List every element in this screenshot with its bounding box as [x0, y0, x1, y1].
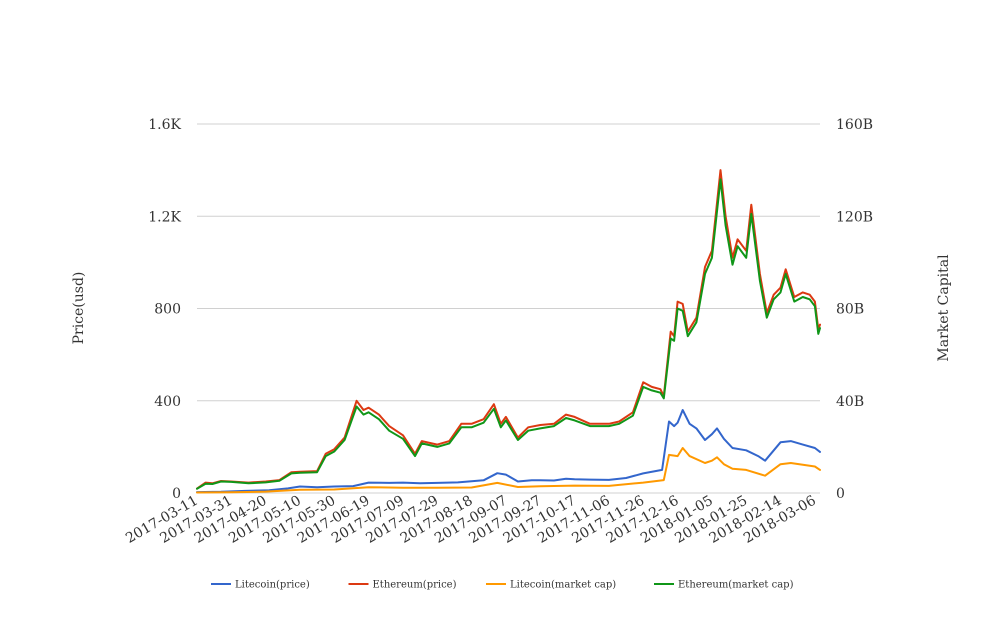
- legend: Litecoin(price) Ethereum(price) Litecoin(m…: [211, 580, 794, 591]
- gridlines: [197, 123, 820, 494]
- right-y-axis: 0 40B 80B 120B 160B: [836, 117, 873, 502]
- y-tick-label: 400: [154, 394, 181, 410]
- y2-tick-label: 80B: [836, 302, 864, 318]
- legend-label: Ethereum(market cap): [678, 580, 794, 591]
- y2-tick-label: 120B: [836, 209, 873, 225]
- series-line: [196, 447, 821, 494]
- series-line: [196, 409, 821, 494]
- y-tick-label: 800: [154, 302, 181, 318]
- series-lines: [196, 169, 821, 494]
- left-axis-title: Price(usd): [71, 272, 87, 345]
- y2-tick-label: 160B: [836, 117, 873, 133]
- legend-label: Ethereum(price): [373, 580, 457, 591]
- y-tick-label: 1.6K: [148, 117, 181, 133]
- legend-label: Litecoin(market cap): [510, 580, 616, 591]
- left-y-axis: 0 400 800 1.2K 1.6K: [148, 117, 181, 502]
- right-axis-title: Market Capital: [936, 254, 952, 362]
- y2-tick-label: 0: [836, 486, 845, 502]
- y2-tick-label: 40B: [836, 394, 864, 410]
- y-tick-label: 0: [172, 486, 181, 502]
- x-axis: 2017-03-112017-03-312017-04-202017-05-10…: [123, 493, 819, 547]
- y-tick-label: 1.2K: [148, 209, 181, 225]
- legend-label: Litecoin(price): [235, 580, 310, 591]
- series-line: [196, 178, 821, 490]
